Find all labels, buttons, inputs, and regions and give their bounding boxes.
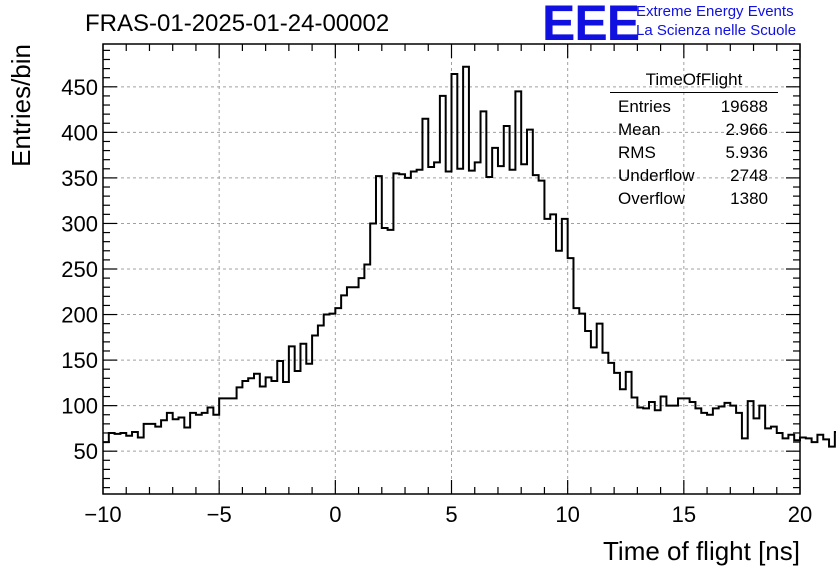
stats-row-mean: Mean 2.966 <box>610 118 778 141</box>
eee-logo: EEE <box>542 0 640 51</box>
stats-row-rms: RMS 5.936 <box>610 141 778 164</box>
y-tick-label: 150 <box>61 348 98 373</box>
y-tick-label: 100 <box>61 394 98 419</box>
stats-value: 2748 <box>730 166 768 185</box>
stats-label: Underflow <box>618 166 695 185</box>
y-tick-label: 450 <box>61 75 98 100</box>
x-axis-label: Time of flight [ns] <box>603 536 800 566</box>
stats-value: 2.966 <box>725 120 768 139</box>
x-tick-label: 5 <box>445 502 457 527</box>
y-tick-label: 250 <box>61 257 98 282</box>
y-tick-label: 50 <box>74 439 98 464</box>
y-tick-labels: 50 100 150 200 250 300 350 400 450 <box>61 75 98 464</box>
eee-logo-text: Extreme Energy Events La Scienza nelle S… <box>636 2 796 40</box>
stats-box-title: TimeOfFlight <box>610 70 778 93</box>
stats-label: Entries <box>618 97 671 116</box>
stats-label: Overflow <box>618 189 686 208</box>
y-axis-label: Entries/bin <box>6 44 36 167</box>
y-tick-label: 400 <box>61 120 98 145</box>
stats-value: 5.936 <box>725 143 768 162</box>
x-tick-label: −10 <box>84 502 121 527</box>
logo-line-2: La Scienza nelle Scuole <box>636 22 797 39</box>
logo-line-1: Extreme Energy Events <box>636 3 794 20</box>
axis-ticks <box>102 44 801 494</box>
y-tick-label: 300 <box>61 211 98 236</box>
stats-row-overflow: Overflow 1380 <box>610 187 778 210</box>
histogram-line <box>103 65 836 448</box>
stats-label: RMS <box>618 143 656 162</box>
y-tick-label: 350 <box>61 166 98 191</box>
x-tick-labels: −10 −5 0 5 10 15 20 <box>84 502 812 527</box>
stats-value: 1380 <box>730 189 768 208</box>
x-tick-label: 10 <box>555 502 579 527</box>
stats-row-underflow: Underflow 2748 <box>610 164 778 187</box>
y-tick-label: 200 <box>61 303 98 328</box>
x-tick-label: −5 <box>207 502 232 527</box>
stats-row-entries: Entries 19688 <box>610 95 778 118</box>
x-tick-label: 20 <box>788 502 812 527</box>
stats-value: 19688 <box>720 97 768 116</box>
stats-box: TimeOfFlight Entries 19688 Mean 2.966 RMS 5… <box>610 70 778 210</box>
x-tick-label: 0 <box>329 502 341 527</box>
chart-title: FRAS-01-2025-01-24-00002 <box>85 10 390 37</box>
stats-label: Mean <box>618 120 661 139</box>
x-tick-label: 15 <box>672 502 696 527</box>
